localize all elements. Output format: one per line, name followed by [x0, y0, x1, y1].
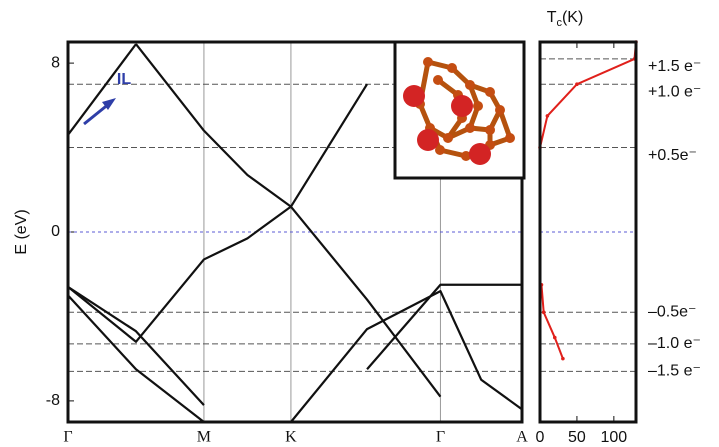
il-annotation: IL: [83, 71, 131, 126]
doping-label: +1.5 e⁻: [648, 58, 701, 75]
band-line: [366, 283, 522, 370]
tc-title-unit: (K): [562, 9, 583, 26]
x-tick-label: K: [285, 429, 297, 446]
plot-layer: Γ M K Γ A -8 0 8 +1.5 e⁻ +1.0 e⁻ +0.5e⁻ –0.5e⁻ –1.0 …: [46, 40, 701, 446]
doping-label: –1.5 e⁻: [648, 363, 701, 380]
x-tick-label: 0: [536, 429, 545, 446]
band-line: [135, 43, 368, 208]
doping-label: +0.5e⁻: [648, 147, 697, 164]
y-axis-label: E (eV): [13, 209, 30, 254]
x-tick-label: 100: [600, 429, 627, 446]
inset-atoms-large: [403, 85, 491, 165]
band-line: [68, 205, 442, 398]
tc-line: [539, 41, 637, 360]
tc-frame: [538, 40, 638, 424]
tc-title: Tc(K): [547, 9, 584, 29]
x-tick-label: A: [516, 429, 528, 446]
doping-label: –0.5e⁻: [648, 303, 696, 320]
y-tick-label: 0: [51, 223, 60, 240]
y-tick-label: 8: [51, 54, 60, 71]
doping-label: –1.0 e⁻: [648, 335, 701, 352]
x-tick-label: Γ: [63, 429, 72, 446]
tc-title-main: T: [547, 9, 557, 26]
x-tick-label: M: [197, 429, 211, 446]
band-line: [68, 294, 205, 422]
band-line: [68, 285, 205, 406]
y-tick-label: -8: [46, 392, 60, 409]
band-frame: [66, 40, 524, 424]
band-line: [290, 290, 522, 422]
inset: [393, 40, 526, 180]
x-tick-label: 50: [568, 429, 586, 446]
il-arrowhead: [102, 98, 116, 110]
doping-label: +1.0 e⁻: [648, 83, 701, 100]
x-tick-label: Γ: [436, 429, 445, 446]
tc-title-sub: c: [556, 17, 562, 29]
il-label: IL: [117, 71, 131, 88]
band-line: [68, 43, 137, 136]
